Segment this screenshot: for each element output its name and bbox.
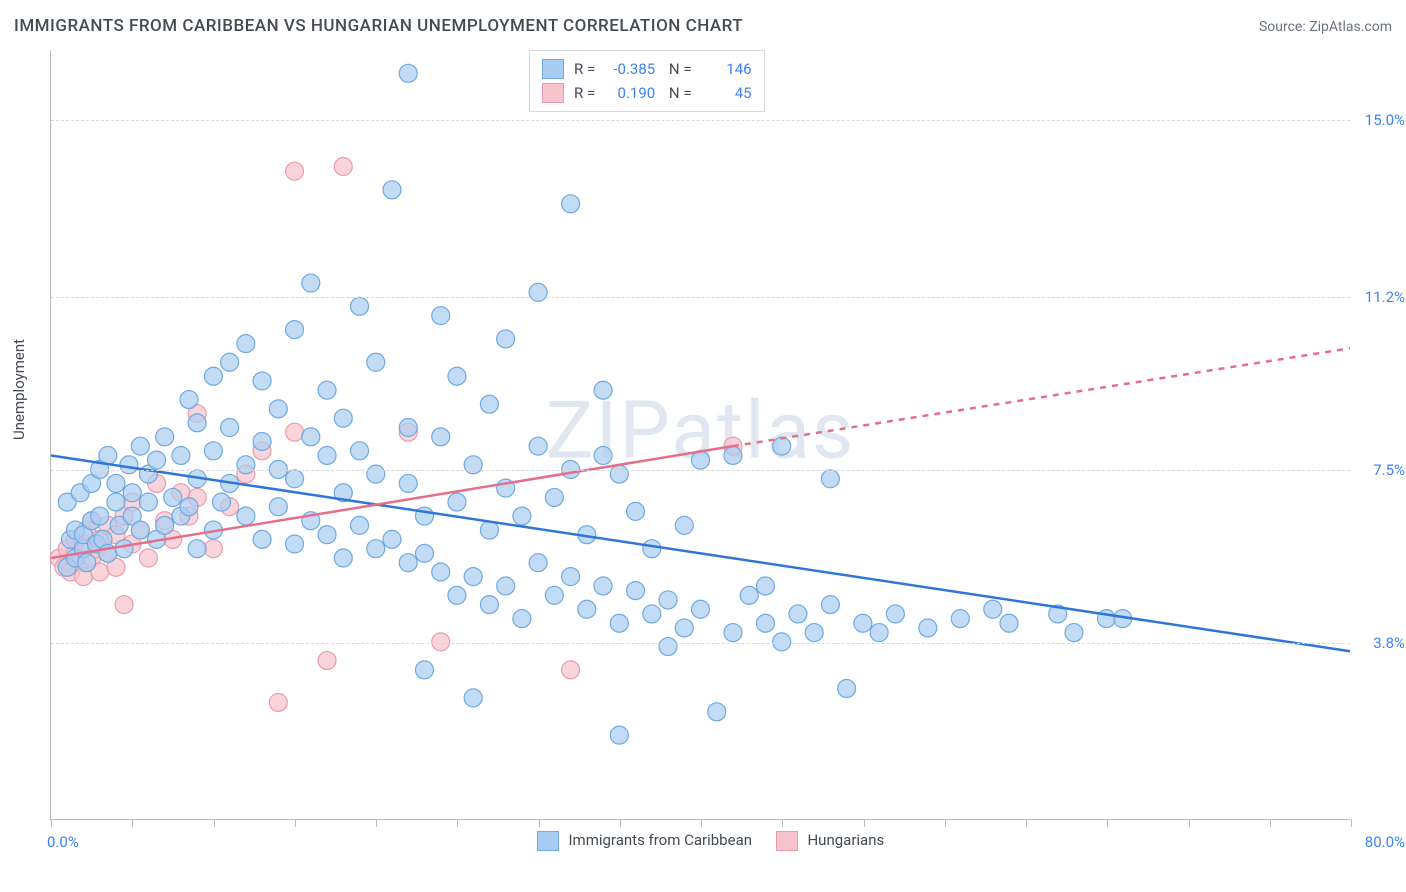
legend-row-hungarians: R = 0.190 N = 45 [542,81,752,105]
x-tick [782,819,783,827]
x-tick [864,819,865,827]
legend-series1-label: Immigrants from Caribbean [568,831,752,849]
y-tick-label: 11.2% [1365,288,1405,306]
x-axis-max-label: 80.0% [1365,833,1405,851]
series-legend-bottom: Immigrants from Caribbean Hungarians [51,831,1350,851]
x-tick [1026,819,1027,827]
x-tick [51,819,52,827]
legend-r-val-2: 0.190 [605,84,655,102]
legend-n-val-1: 146 [702,60,752,78]
gridline [51,120,1350,121]
legend-r-label: R = [574,84,595,102]
legend-n-label: N = [665,84,691,102]
gridline [51,470,1350,471]
x-tick [132,819,133,827]
legend-series2-label: Hungarians [807,831,884,849]
x-tick [1107,819,1108,827]
swatch-caribbean-icon [537,831,559,851]
x-tick [539,819,540,827]
legend-r-val-1: -0.385 [605,60,655,78]
x-tick [1351,819,1352,827]
y-tick-label: 7.5% [1373,461,1405,479]
scatter-plot-svg [51,50,1350,819]
y-tick-label: 15.0% [1365,111,1405,129]
gridline [51,297,1350,298]
x-tick [295,819,296,827]
gridline [51,643,1350,644]
swatch-hungarians-icon [542,83,564,103]
x-tick [1189,819,1190,827]
y-tick-label: 3.8% [1373,634,1405,652]
chart-title: IMMIGRANTS FROM CARIBBEAN VS HUNGARIAN U… [14,16,743,36]
x-tick [1270,819,1271,827]
swatch-caribbean-icon [542,59,564,79]
chart-plot-area: ZIPatlas R = -0.385 N = 146 R = 0.190 N … [50,50,1350,820]
y-axis-label: Unemployment [10,339,28,440]
x-tick [701,819,702,827]
x-tick [620,819,621,827]
x-tick [945,819,946,827]
legend-n-label: N = [665,60,691,78]
legend-row-caribbean: R = -0.385 N = 146 [542,57,752,81]
legend-n-val-2: 45 [702,84,752,102]
legend-r-label: R = [574,60,595,78]
swatch-hungarians-icon [776,831,798,851]
source-attribution: Source: ZipAtlas.com [1259,19,1392,35]
correlation-legend-box: R = -0.385 N = 146 R = 0.190 N = 45 [529,50,765,112]
x-tick [457,819,458,827]
x-tick [214,819,215,827]
x-tick [376,819,377,827]
